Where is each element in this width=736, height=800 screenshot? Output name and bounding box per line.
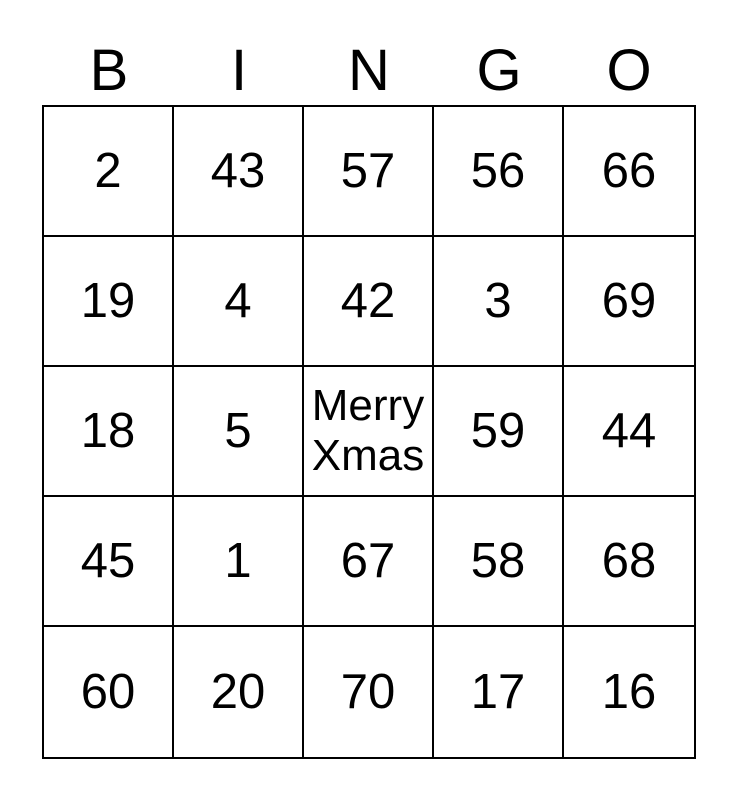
bingo-cell-r2c5[interactable]: 69 (564, 237, 694, 367)
bingo-letter-o: O (606, 38, 652, 103)
bingo-cell-r1c5[interactable]: 66 (564, 107, 694, 237)
bingo-header: B I N G O (42, 36, 696, 105)
bingo-letter-b: B (89, 38, 129, 103)
bingo-cell-r4c4[interactable]: 58 (434, 497, 564, 627)
bingo-letter-g: G (476, 38, 522, 103)
bingo-cell-r4c1[interactable]: 45 (44, 497, 174, 627)
bingo-cell-r2c3[interactable]: 42 (304, 237, 434, 367)
bingo-cell-r4c5[interactable]: 68 (564, 497, 694, 627)
bingo-cell-r3c2[interactable]: 5 (174, 367, 304, 497)
bingo-letter-i: I (230, 38, 248, 103)
bingo-cell-r2c4[interactable]: 3 (434, 237, 564, 367)
bingo-cell-r4c3[interactable]: 67 (304, 497, 434, 627)
bingo-cell-r4c2[interactable]: 1 (174, 497, 304, 627)
bingo-cell-r1c2[interactable]: 43 (174, 107, 304, 237)
bingo-cell-r3c1[interactable]: 18 (44, 367, 174, 497)
bingo-cell-r5c1[interactable]: 60 (44, 627, 174, 757)
bingo-cell-r3c5[interactable]: 44 (564, 367, 694, 497)
bingo-cell-r1c3[interactable]: 57 (304, 107, 434, 237)
bingo-letter-n: N (348, 38, 390, 103)
bingo-cell-r5c3[interactable]: 70 (304, 627, 434, 757)
bingo-card: B I N G O 2 43 57 56 66 19 4 42 3 69 18 … (42, 36, 696, 759)
bingo-cell-r2c2[interactable]: 4 (174, 237, 304, 367)
bingo-cell-r5c2[interactable]: 20 (174, 627, 304, 757)
bingo-cell-r1c1[interactable]: 2 (44, 107, 174, 237)
bingo-cell-r1c4[interactable]: 56 (434, 107, 564, 237)
bingo-cell-r5c4[interactable]: 17 (434, 627, 564, 757)
bingo-cell-r2c1[interactable]: 19 (44, 237, 174, 367)
bingo-grid: 2 43 57 56 66 19 4 42 3 69 18 5 Merry Xm… (42, 105, 696, 759)
bingo-cell-r5c5[interactable]: 16 (564, 627, 694, 757)
bingo-cell-r3c4[interactable]: 59 (434, 367, 564, 497)
free-space-cell[interactable]: Merry Xmas (304, 367, 434, 497)
